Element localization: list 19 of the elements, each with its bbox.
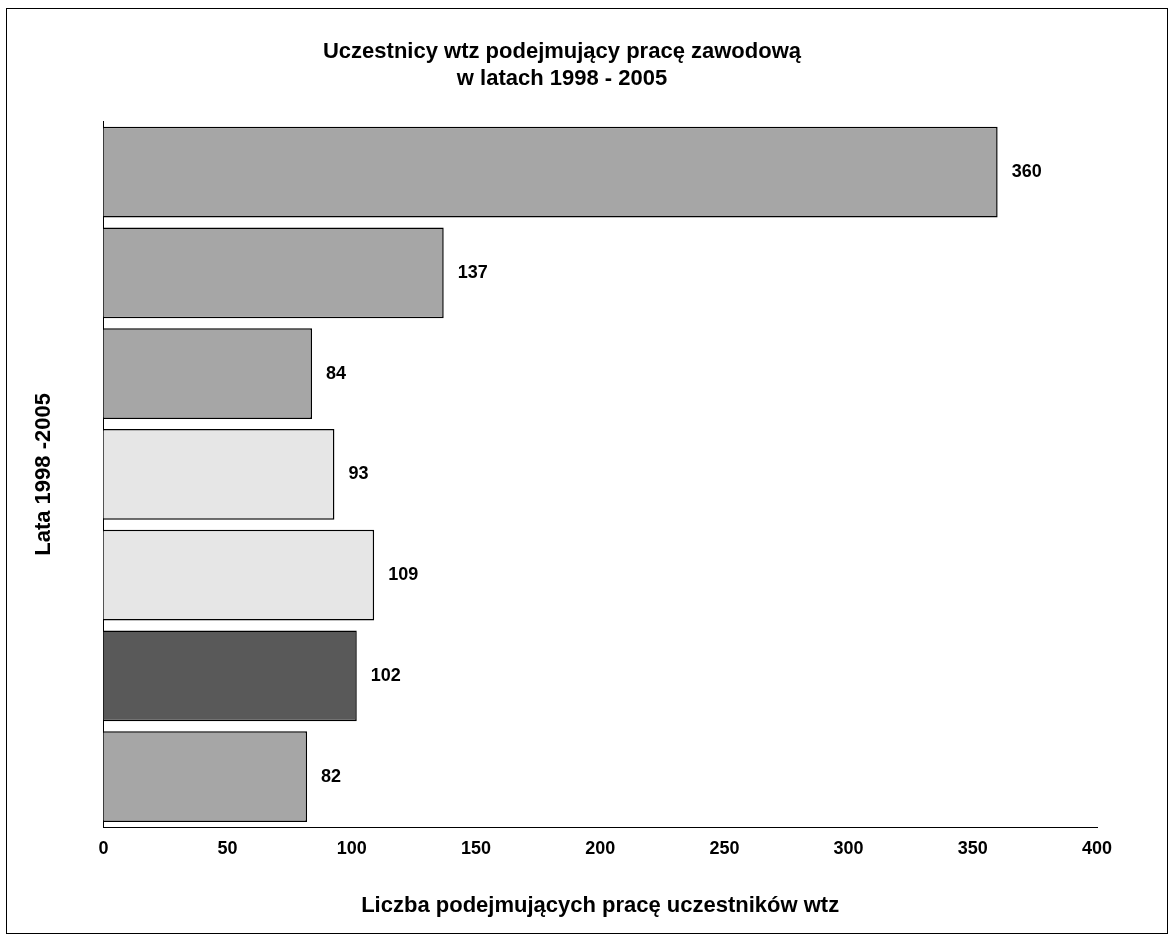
x-axis-title: Liczba podejmujących pracę uczestników wtz [361, 891, 840, 917]
x-tick-label: 150 [460, 837, 492, 858]
x-tick-label: 50 [217, 837, 238, 858]
x-tick-label: 300 [833, 837, 864, 858]
data-label: 84 [326, 362, 347, 383]
x-tick-label: 200 [585, 837, 616, 858]
data-label: 93 [348, 463, 369, 484]
data-label: 360 [1011, 161, 1042, 182]
x-tick-label: 250 [709, 837, 740, 858]
chart-title: Uczestnicy wtz podejmujący pracę zawodową w latach 1998 - 2005 [322, 38, 802, 90]
x-tick-label: 350 [957, 837, 988, 858]
data-label: 102 [370, 664, 401, 685]
data-label: 82 [321, 765, 342, 786]
data-label: 109 [388, 564, 419, 585]
data-label: 137 [457, 261, 488, 282]
y-axis-title: Lata 1998 -2005 [30, 393, 56, 556]
x-tick-label: 100 [336, 837, 367, 858]
x-tick-label: 400 [1081, 837, 1113, 858]
x-tick-label: 0 [98, 837, 109, 858]
